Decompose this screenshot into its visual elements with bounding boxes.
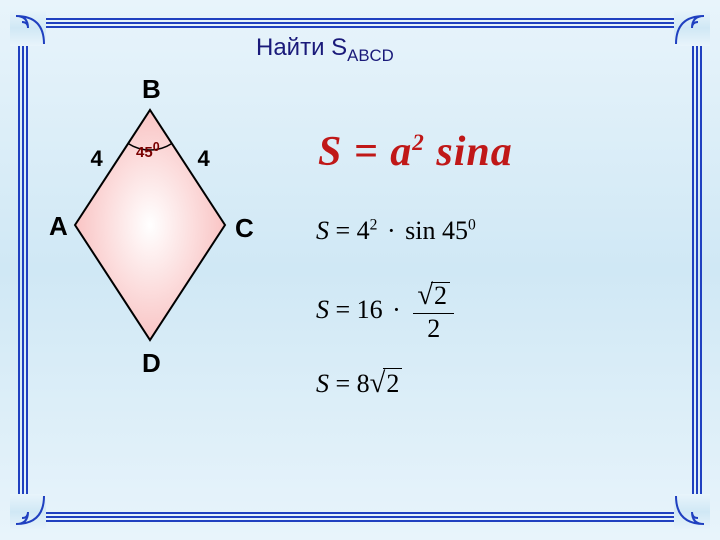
corner-bl-icon — [10, 494, 46, 530]
vertex-b-label: В — [142, 74, 161, 105]
eq1-dot: · — [384, 216, 399, 245]
eq2-eq: = — [336, 295, 357, 324]
vertex-a-label: A — [49, 211, 68, 242]
eq2-fraction: √2 2 — [413, 282, 454, 342]
title-subscript: ABCD — [347, 46, 394, 65]
eq1-sin: sin — [405, 216, 435, 245]
vertex-c-label: С — [235, 213, 254, 244]
eq1-base: 4 — [357, 216, 370, 245]
angle-exp: 0 — [153, 140, 160, 154]
eq2-den: 2 — [413, 314, 454, 342]
side-bc-label: 4 — [198, 146, 210, 172]
corner-br-icon — [674, 494, 710, 530]
eq2-a: 16 — [357, 295, 383, 324]
corner-tl-icon — [10, 10, 46, 46]
angle-label: 450 — [136, 140, 160, 161]
formula-lhs: S = a — [318, 129, 412, 175]
eq1-eq: = — [336, 216, 357, 245]
eq2-num: √2 — [413, 282, 454, 314]
equation-1: S = 42 · sin 450 — [316, 216, 476, 246]
eq1-angexp: 0 — [468, 216, 476, 233]
angle-value: 45 — [136, 144, 153, 161]
eq3-eq: = — [336, 369, 357, 398]
eq3-rad: 2 — [383, 368, 402, 399]
formula-exp: 2 — [412, 129, 425, 155]
eq3-a: 8 — [357, 369, 370, 398]
vertex-d-label: D — [142, 348, 161, 379]
side-ab-label: 4 — [91, 146, 103, 172]
eq3-S: S — [316, 369, 329, 398]
eq2-dot: · — [389, 295, 404, 324]
equation-2: S = 16 · √2 2 — [316, 282, 457, 342]
area-formula: S = a2 sina — [318, 128, 513, 176]
rhombus-diagram: A В С D 4 4 450 — [50, 70, 290, 410]
title-prefix: Найти S — [256, 34, 347, 61]
eq2-num-rad: 2 — [431, 282, 450, 309]
equation-3: S = 8√2 — [316, 368, 402, 400]
formula-tail: sina — [425, 129, 513, 175]
eq2-S: S — [316, 295, 329, 324]
corner-tr-icon — [674, 10, 710, 46]
eq1-exp: 2 — [370, 216, 378, 233]
slide: Найти SABCD A В С D 4 4 450 S = a2 sina — [0, 0, 720, 540]
eq1-ang: 45 — [442, 216, 468, 245]
rhombus-svg — [50, 70, 290, 410]
eq1-S: S — [316, 216, 329, 245]
title: Найти SABCD — [256, 34, 394, 66]
